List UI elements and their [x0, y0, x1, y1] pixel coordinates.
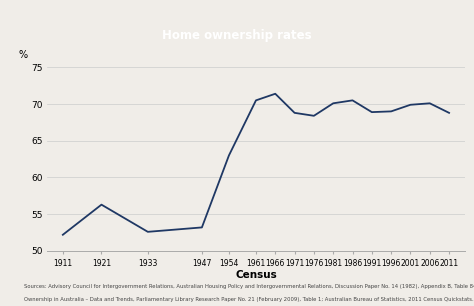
- Text: Sources: Advisory Council for Intergovernment Relations, Australian Housing Poli: Sources: Advisory Council for Intergover…: [24, 284, 474, 289]
- X-axis label: Census: Census: [235, 270, 277, 280]
- Text: Home ownership rates: Home ownership rates: [162, 29, 312, 42]
- Text: %: %: [18, 50, 27, 60]
- Text: Ownership in Australia – Data and Trends, Parliamentary Library Research Paper N: Ownership in Australia – Data and Trends…: [24, 297, 474, 302]
